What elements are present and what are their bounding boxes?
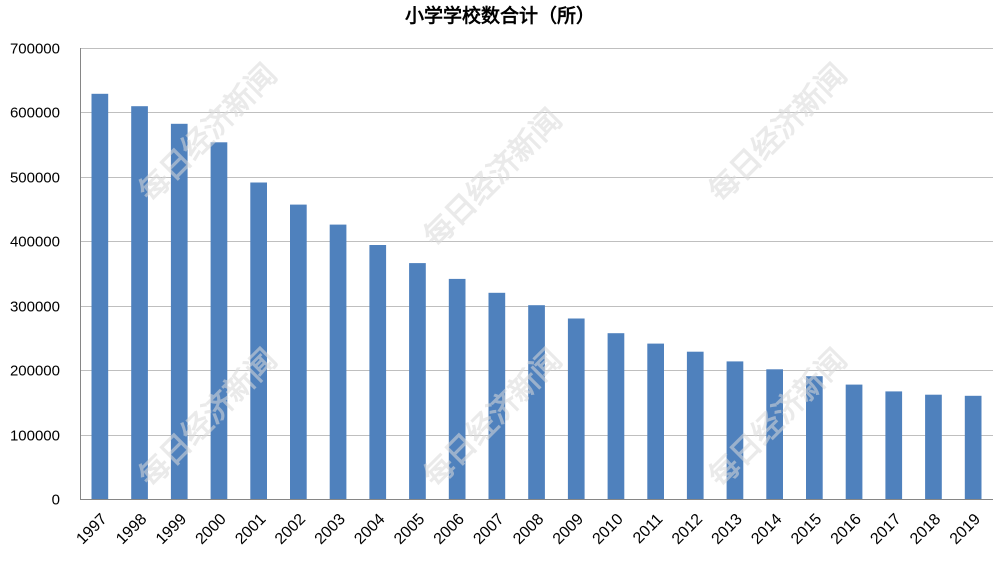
x-tick-label: 2001 [232, 511, 269, 548]
bar-2002 [290, 204, 307, 499]
x-tick-label: 2006 [431, 511, 468, 548]
y-tick-label: 600000 [10, 105, 60, 122]
x-tick-label: 2018 [907, 511, 944, 548]
bar-2010 [607, 333, 625, 499]
bar-2011 [647, 343, 664, 499]
x-tick-label: 2004 [351, 511, 388, 548]
x-tick-label: 1997 [73, 511, 110, 548]
x-tick-label: 2014 [748, 511, 785, 548]
x-tick-label: 2008 [510, 511, 547, 548]
x-tick-label: 2011 [630, 511, 666, 547]
bar-2004 [369, 245, 387, 499]
bar-1998 [131, 106, 148, 499]
bar-2000 [210, 142, 228, 500]
x-tick-label: 1999 [153, 511, 190, 548]
bar-2007 [488, 292, 506, 499]
x-tick-label: 2013 [709, 511, 746, 548]
x-tick-label: 2003 [312, 511, 349, 548]
x-tick-label: 2017 [867, 511, 904, 548]
y-tick-label: 700000 [10, 41, 60, 58]
bar-2015 [806, 376, 823, 499]
x-tick-label: 2010 [590, 511, 627, 548]
bar-2003 [329, 224, 347, 499]
x-tick-label: 2009 [550, 511, 587, 548]
bar-2005 [409, 263, 426, 499]
bar-2009 [567, 318, 585, 499]
y-axis-ticks: 0 100000 200000 300000 400000 500000 600000 700… [10, 41, 60, 509]
bar-2001 [250, 182, 267, 499]
bar-1997 [91, 93, 109, 500]
x-tick-label: 2007 [470, 511, 507, 548]
watermark: 每日经济新闻 [702, 57, 854, 209]
x-axis-ticks: 1997 1998 1999 2000 2001 2002 2003 2004 2005 2006… [73, 511, 984, 548]
bar-2019 [964, 395, 982, 499]
y-tick-label: 100000 [10, 428, 60, 445]
bar-2014 [766, 369, 783, 499]
bar-2016 [845, 384, 863, 499]
bars [91, 93, 982, 500]
bar-2008 [528, 305, 545, 499]
bar-1999 [170, 123, 188, 500]
watermark: 每日经济新闻 [417, 102, 569, 254]
x-tick-label: 2005 [391, 511, 428, 548]
y-tick-label: 200000 [10, 363, 60, 380]
x-tick-label: 2015 [788, 511, 825, 548]
y-tick-label: 300000 [10, 299, 60, 316]
x-tick-label: 2000 [193, 511, 230, 548]
chart-title: 小学学校数合计（所） [405, 4, 595, 27]
bar-2017 [885, 391, 903, 499]
bar-2018 [925, 394, 942, 499]
bar-2013 [726, 361, 744, 499]
x-tick-label: 2016 [828, 511, 865, 548]
x-tick-label: 1998 [113, 511, 150, 548]
y-tick-label: 0 [52, 492, 60, 509]
x-tick-label: 2002 [272, 511, 309, 548]
y-tick-label: 500000 [10, 170, 60, 187]
x-tick-label: 2012 [669, 511, 706, 548]
bar-2006 [448, 278, 466, 499]
bar-2012 [686, 351, 704, 499]
y-tick-label: 400000 [10, 234, 60, 251]
x-tick-label: 2019 [947, 511, 984, 548]
